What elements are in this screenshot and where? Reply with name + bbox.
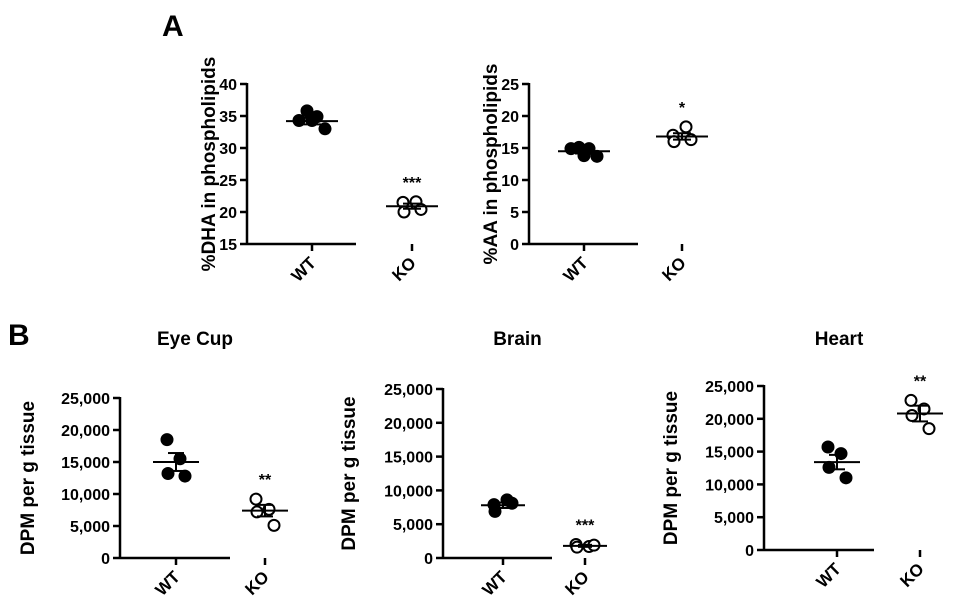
- y-tick-label: 10,000: [705, 477, 754, 494]
- y-axis-label: %DHA in phospholipids: [199, 57, 220, 272]
- data-point-open: [905, 409, 919, 423]
- y-tick-label: 0: [745, 543, 754, 560]
- x-tick-label: WT: [152, 567, 185, 600]
- data-point-filled: [178, 469, 192, 483]
- chart-eye-cup: 0 5,000 10,000 15,000 20,000 25,000 WT KO DPM pe…: [18, 329, 288, 600]
- y-tick-label: 5,000: [714, 510, 754, 527]
- y-tick-label: 10: [501, 173, 519, 190]
- y-tick-label: 25,000: [61, 391, 110, 408]
- x-tick-label: KO: [561, 567, 592, 598]
- data-point-filled: [318, 122, 332, 136]
- y-tick-label: 40: [219, 77, 237, 94]
- y-tick-label: 20,000: [61, 423, 110, 440]
- x-tick-label: WT: [288, 253, 321, 286]
- significance-marker: *: [679, 100, 686, 117]
- y-axis-label: %AA in phospholipids: [481, 64, 502, 265]
- y-tick-label: 20: [219, 205, 237, 222]
- x-tick-label: WT: [813, 559, 846, 592]
- x-tick-label: KO: [241, 567, 272, 598]
- data-point-filled: [161, 467, 175, 481]
- data-point-filled: [160, 433, 174, 447]
- panel-label-a: A: [162, 10, 184, 43]
- y-tick-label: 15,000: [705, 445, 754, 462]
- significance-marker: **: [914, 373, 927, 390]
- y-tick-label: 20,000: [705, 412, 754, 429]
- y-tick-label: 25,000: [705, 379, 754, 396]
- chart-dha: 15 20 25 30 35 40 WT KO %DHA in phospholipids ***: [199, 57, 438, 286]
- data-point-open: [250, 505, 264, 519]
- y-tick-label: 20,000: [384, 416, 433, 433]
- y-tick-label: 15: [219, 237, 237, 254]
- data-point-open: [904, 393, 918, 407]
- data-point-filled: [839, 471, 853, 485]
- y-tick-label: 35: [219, 109, 237, 126]
- y-tick-label: 20: [501, 109, 519, 126]
- chart-heart: 0 5,000 10,000 15,000 20,000 25,000 WT KO DPM pe…: [661, 329, 943, 592]
- y-axis-label: DPM per g tissue: [18, 401, 39, 555]
- y-axis-label: DPM per g tissue: [661, 391, 682, 545]
- data-point-filled: [821, 440, 835, 454]
- data-point-open: [249, 492, 263, 506]
- chart-title: Brain: [493, 329, 542, 350]
- x-tick-label: WT: [479, 567, 512, 600]
- y-tick-label: 25: [219, 173, 237, 190]
- x-tick-label: KO: [388, 253, 419, 284]
- data-point-filled: [590, 149, 604, 163]
- y-tick-label: 5,000: [393, 517, 433, 534]
- y-tick-label: 10,000: [384, 483, 433, 500]
- data-point-filled: [310, 110, 324, 124]
- significance-marker: **: [259, 472, 272, 489]
- data-point-open: [262, 502, 276, 516]
- x-tick-label: WT: [560, 253, 593, 286]
- data-point-open: [922, 422, 936, 436]
- y-tick-label: 15,000: [384, 450, 433, 467]
- y-tick-label: 30: [219, 141, 237, 158]
- y-axis-label: DPM per g tissue: [339, 396, 360, 550]
- y-tick-label: 5,000: [70, 519, 110, 536]
- x-tick-label: KO: [658, 253, 689, 284]
- chart-aa: 0 5 10 15 20 25 WT KO %AA in phospholipids *: [481, 64, 708, 286]
- y-tick-label: 0: [424, 551, 433, 568]
- y-tick-label: 0: [510, 237, 519, 254]
- chart-title: Heart: [815, 329, 864, 350]
- data-point-filled: [834, 447, 848, 461]
- significance-marker: ***: [403, 175, 422, 192]
- y-tick-label: 25,000: [384, 382, 433, 399]
- data-point-filled: [822, 460, 836, 474]
- data-point-open: [679, 120, 693, 134]
- y-tick-label: 10,000: [61, 487, 110, 504]
- x-tick-label: KO: [896, 559, 927, 590]
- y-tick-label: 15,000: [61, 455, 110, 472]
- chart-brain: 0 5,000 10,000 15,000 20,000 25,000 WT KO DPM pe…: [339, 329, 607, 600]
- significance-marker: ***: [576, 517, 595, 534]
- chart-title: Eye Cup: [157, 329, 233, 350]
- data-point-open: [267, 518, 281, 532]
- y-tick-label: 15: [501, 141, 519, 158]
- y-tick-label: 5: [510, 205, 519, 222]
- y-tick-label: 25: [501, 77, 519, 94]
- y-tick-label: 0: [101, 551, 110, 568]
- panel-label-b: B: [8, 319, 30, 352]
- data-point-open: [667, 135, 681, 149]
